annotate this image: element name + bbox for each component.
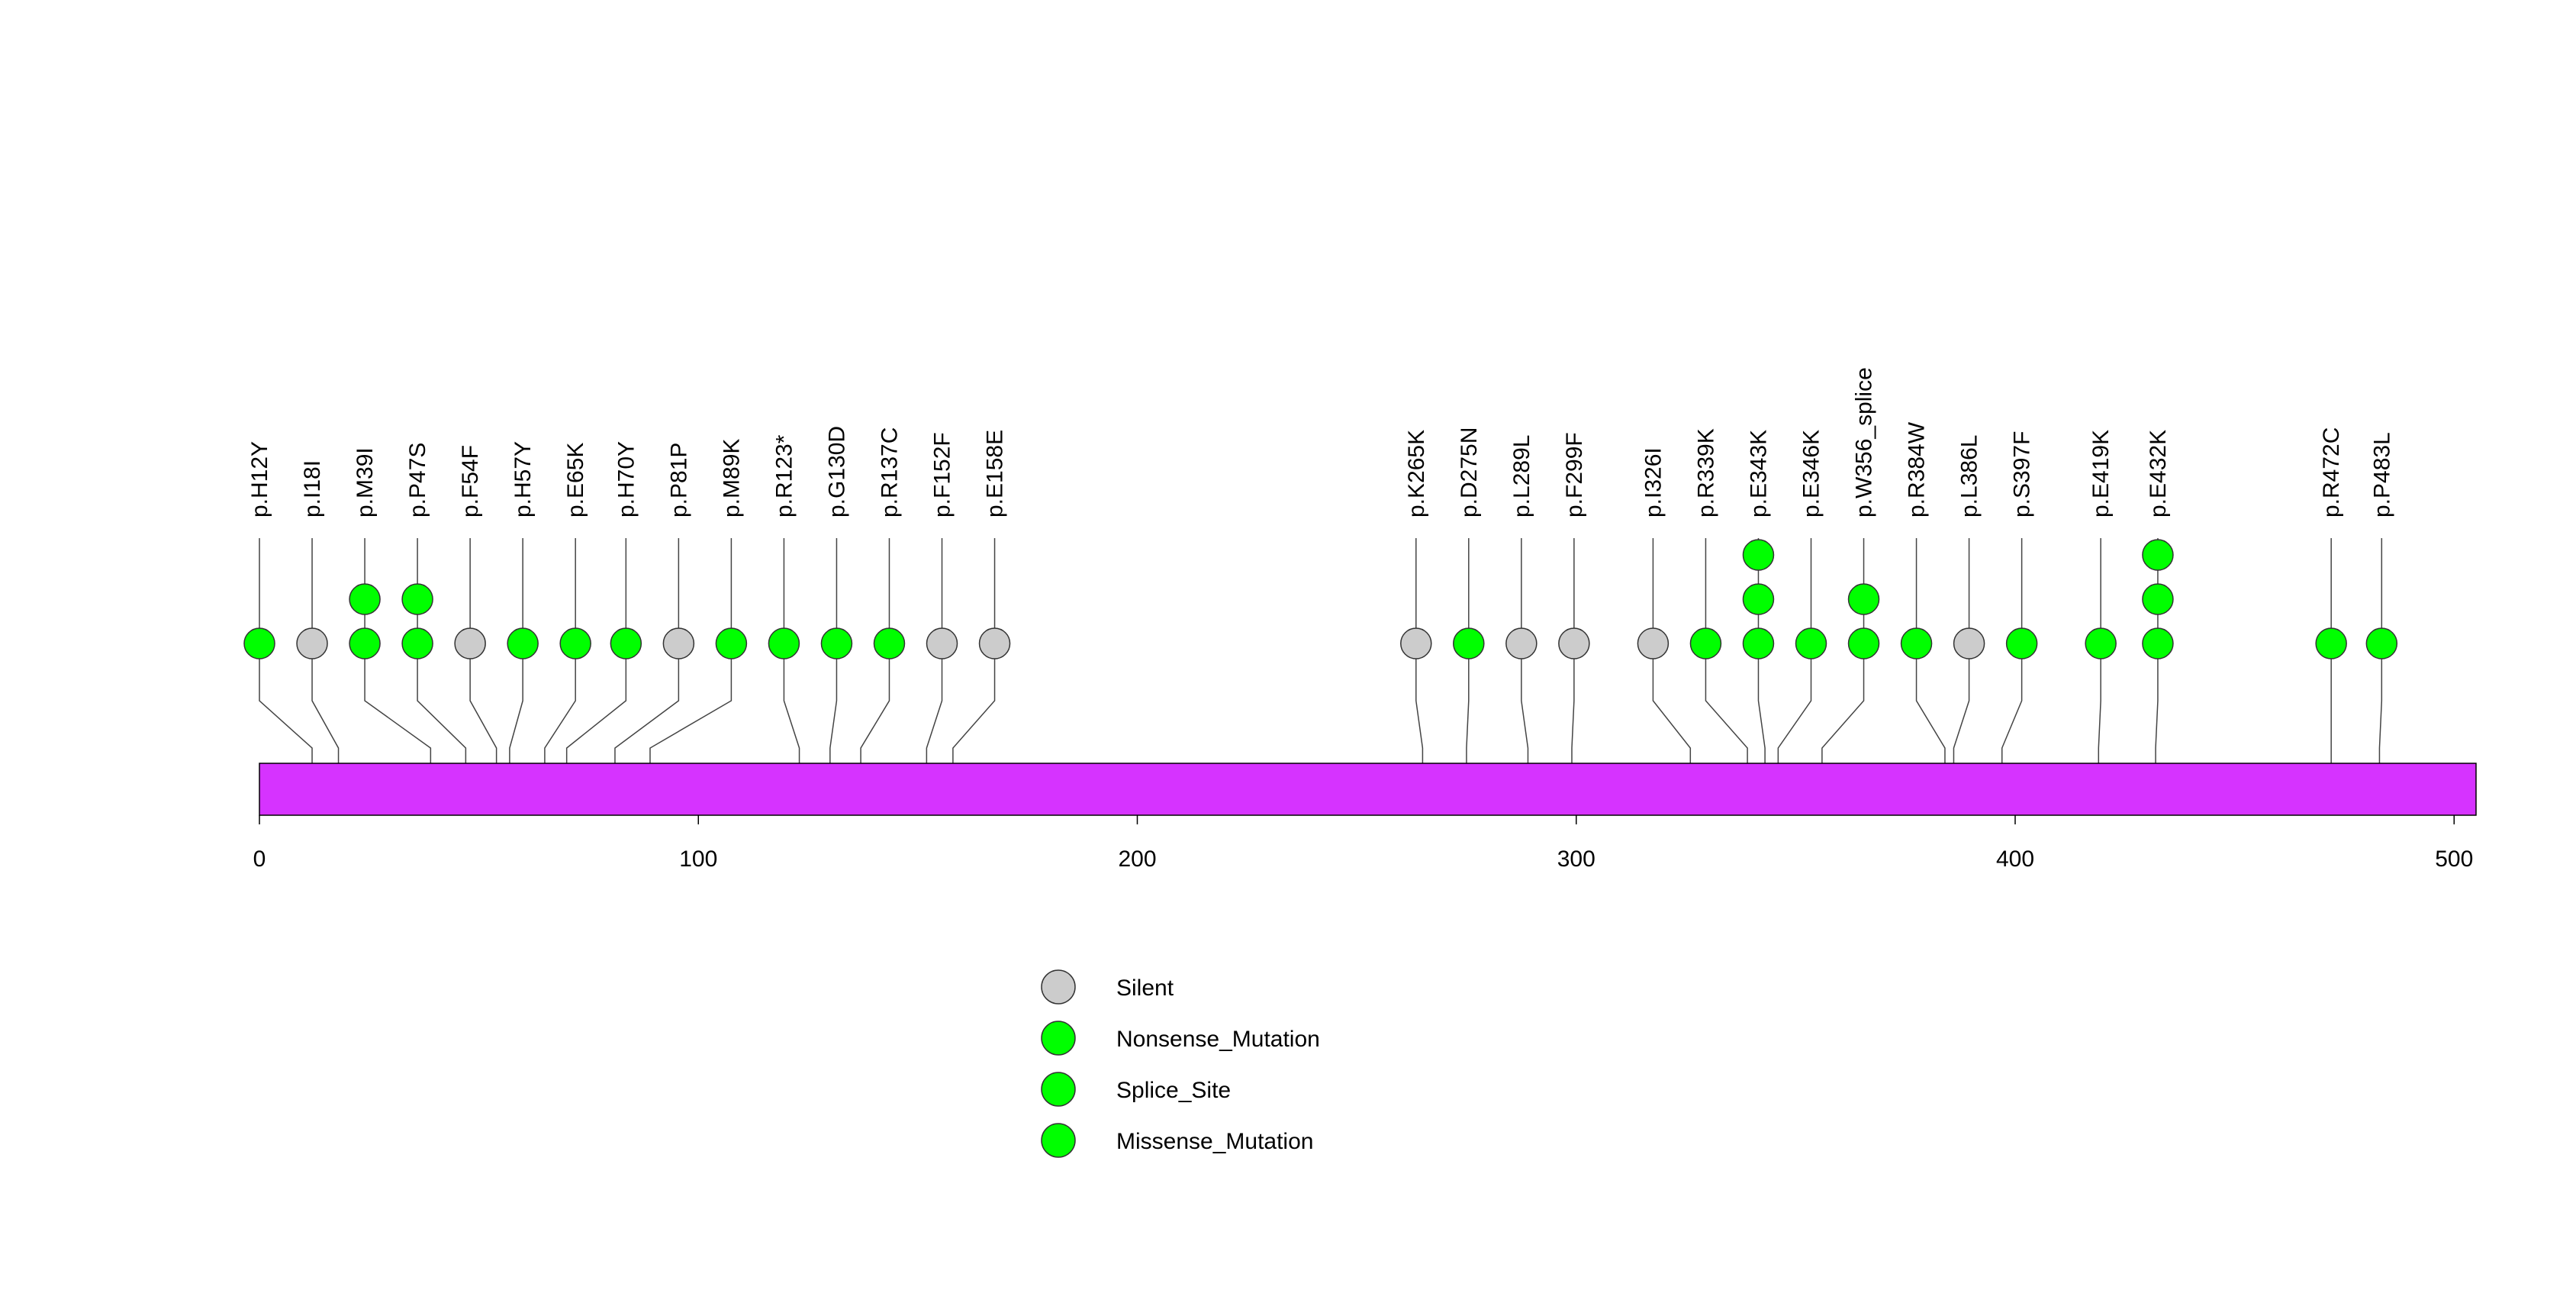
mutation-dot [1742,627,1775,660]
mutation-label: p.H12Y [247,441,272,518]
mutation-label: p.F54F [458,445,483,518]
mutation-dot [559,627,591,660]
mutation-labels: p.H12Y p.I18I p.M39I p.P47S p.F54F p.H57Y p.E6… [247,367,2394,518]
mutation-dot [1400,627,1432,660]
mutation-label: p.F152F [930,432,955,518]
mutation-label: p.K265K [1404,430,1429,518]
mutation-dot [2315,627,2347,660]
mutation-dot [1453,627,1485,660]
mutation-dot [1847,583,1880,615]
mutation-dot [507,627,539,660]
mutation-label: p.L386L [1957,435,1982,518]
legend-swatch [1041,1072,1076,1107]
x-tick-label: 0 [253,847,266,872]
mutation-dot [1689,627,1722,660]
mutation-dot [454,627,486,660]
mutation-dot [1742,583,1775,615]
mutation-dot [873,627,906,660]
mutation-dot [243,627,275,660]
protein-domain-bar [259,763,2477,816]
mutation-label: p.R384W [1905,421,1930,518]
mutation-label: p.R339K [1693,428,1718,518]
mutation-label: p.E343K [1746,430,1771,518]
mutation-dot [1847,627,1880,660]
mutation-label: p.P47S [405,443,430,518]
mutation-label: p.R137C [877,427,902,518]
mutation-dot [1637,627,1670,660]
x-tick-label: 300 [1557,847,1596,872]
x-axis: 0 100 200 300 400 500 [253,815,2473,872]
mutation-label: p.R123* [771,434,797,518]
mutation-dot [1558,627,1590,660]
mutation-label: p.E158E [983,430,1008,518]
mutation-dot [2365,627,2398,660]
mutation-dot [662,627,695,660]
mutation-label: p.H70Y [613,441,639,518]
mutation-label: p.M39I [353,447,378,518]
mutation-dot [296,627,328,660]
x-tick-label: 100 [679,847,717,872]
legend-swatch [1041,969,1076,1005]
mutation-dot [820,627,853,660]
mutation-dot [2142,627,2174,660]
mutation-dot [610,627,642,660]
x-tick-label: 200 [1118,847,1156,872]
mutation-dot [349,627,381,660]
mutation-dot [1900,627,1933,660]
legend-label: Silent [1116,976,1174,1001]
mutation-dot [926,627,958,660]
mutation-label: p.E346K [1799,430,1824,518]
mutation-label: p.P483L [2369,432,2394,518]
mutation-points [243,539,2398,660]
x-tick-label: 400 [1996,847,2034,872]
mutation-dot [2142,539,2174,571]
mutation-label: p.D275N [1457,427,1482,518]
mutation-label: p.I18I [300,460,325,518]
x-tick-label: 500 [2435,847,2473,872]
mutation-dot [1742,539,1775,571]
legend-label: Missense_Mutation [1116,1129,1313,1154]
mutation-label: p.M89K [719,439,744,518]
mutation-label: p.W356_splice [1852,367,1877,518]
mutation-label: p.E432K [2146,430,2171,518]
mutation-dot [401,627,433,660]
mutation-label: p.F299F [1562,432,1587,518]
mutation-dot [349,583,381,615]
legend-swatch [1041,1123,1076,1158]
mutation-label: p.H57Y [510,441,536,518]
legend-label: Splice_Site [1116,1078,1231,1103]
mutation-dot [768,627,800,660]
mutation-dot [715,627,748,660]
mutation-dot [2005,627,2038,660]
mutation-dot [978,627,1011,660]
mutation-label: p.I326I [1641,447,1666,518]
mutation-dot [1953,627,1985,660]
mutation-dot [2085,627,2117,660]
legend: Silent Nonsense_Mutation Splice_Site Missen… [1041,969,1320,1158]
mutation-dot [1795,627,1827,660]
mutation-label: p.E65K [563,443,588,518]
legend-swatch [1041,1021,1076,1056]
mutation-dot [401,583,433,615]
mutation-label: p.P81P [666,443,691,518]
mutation-label: p.S397F [2010,431,2035,518]
mutation-dot [2142,583,2174,615]
mutation-label: p.G130D [824,426,849,518]
legend-label: Nonsense_Mutation [1116,1027,1320,1052]
mutation-label: p.E419K [2088,430,2114,518]
mutation-label: p.L289L [1509,435,1534,518]
mutation-dot [1505,627,1538,660]
mutation-label: p.R472C [2319,427,2344,518]
